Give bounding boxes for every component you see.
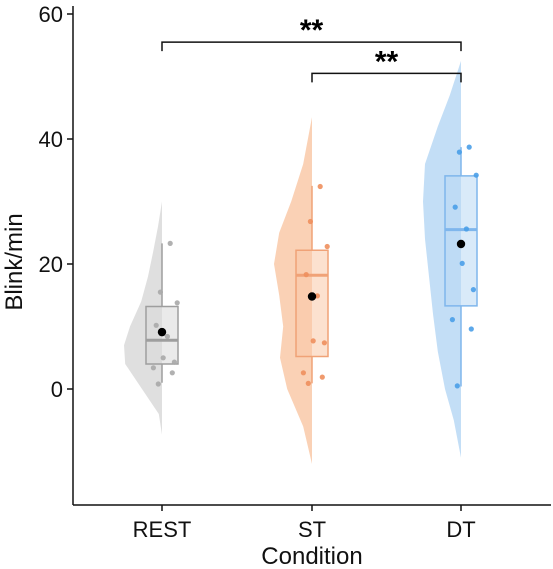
data-point-dt: [466, 144, 472, 150]
y-tick-label: 60: [39, 2, 63, 27]
data-point-dt: [454, 383, 460, 389]
data-point-rest: [169, 370, 175, 376]
data-point-rest: [174, 300, 180, 306]
data-point-dt: [473, 172, 479, 178]
significance-label: **: [375, 45, 399, 78]
data-point-st: [307, 218, 313, 225]
mean-markers: [157, 239, 466, 337]
data-point-dt: [468, 326, 474, 332]
data-point-dt: [456, 149, 462, 155]
data-point-dt: [463, 226, 469, 232]
y-axis-title: Blink/min: [1, 213, 28, 310]
density-cloud-st: [274, 117, 312, 464]
data-point-st: [317, 183, 323, 190]
significance-annotations: ** **: [161, 14, 462, 83]
density-clouds: [124, 60, 461, 464]
y-axis-ticks: 0 20 40 60: [39, 2, 73, 402]
y-tick-label: 20: [39, 252, 63, 277]
significance-bracket: [161, 41, 462, 52]
data-point-st: [321, 340, 327, 346]
data-point-rest: [171, 359, 177, 365]
data-point-rest: [155, 381, 161, 387]
data-point-st: [324, 243, 330, 250]
mean-marker-dt: [456, 239, 466, 249]
data-point-dt: [452, 204, 458, 210]
x-tick-label: DT: [446, 517, 475, 542]
data-point-rest: [167, 240, 173, 246]
x-axis-title: Condition: [261, 543, 362, 569]
significance-bracket: [311, 72, 462, 83]
mean-marker-st: [307, 292, 317, 301]
data-point-dt: [449, 317, 455, 323]
data-point-st: [305, 380, 311, 386]
x-tick-label: REST: [133, 517, 192, 542]
data-point-st: [310, 338, 316, 344]
data-point-rest: [150, 365, 156, 371]
data-point-dt: [459, 260, 465, 266]
density-cloud-dt: [423, 60, 461, 458]
data-point-st: [303, 272, 309, 278]
data-point-rest: [164, 333, 170, 340]
data-point-st: [319, 374, 325, 380]
data-point-st: [300, 370, 306, 376]
data-point-dt: [470, 287, 476, 293]
mean-marker-rest: [157, 327, 167, 337]
significance-label: **: [300, 14, 324, 47]
x-tick-label: ST: [298, 517, 326, 542]
density-cloud-rest: [124, 201, 162, 435]
x-axis-ticks: REST ST DT: [133, 505, 476, 542]
data-point-rest: [153, 322, 159, 328]
data-point-rest: [157, 289, 163, 295]
y-tick-label: 40: [39, 127, 63, 152]
data-point-rest: [160, 355, 166, 361]
y-tick-label: 0: [51, 377, 63, 402]
data-points: [150, 144, 479, 389]
